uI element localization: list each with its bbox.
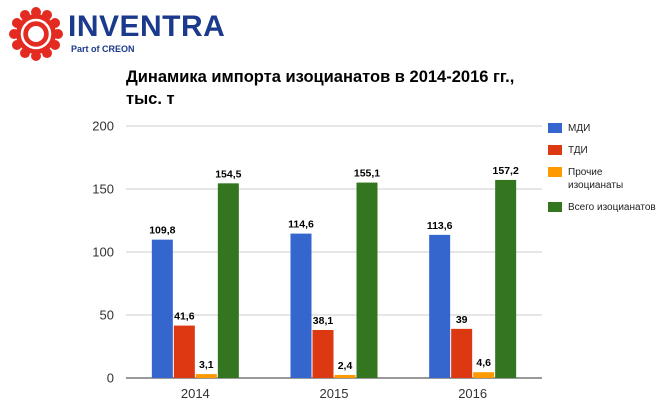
legend-label: МДИ [568, 123, 591, 134]
data-label: 4,6 [476, 357, 491, 369]
legend-label: ТДИ [568, 145, 588, 156]
logo-gear-tooth [20, 48, 30, 59]
bar [151, 239, 173, 378]
logo-gear-tooth [42, 48, 52, 59]
bar [312, 329, 334, 378]
logo-gear-tooth [42, 9, 52, 20]
bar [429, 234, 451, 378]
data-label: 113,6 [427, 220, 453, 232]
logo-gear-tooth [50, 18, 61, 28]
data-label: 2,4 [338, 360, 353, 372]
legend-item: Прочие изоцианаты [548, 166, 660, 192]
bar [290, 233, 312, 378]
bar [451, 328, 473, 378]
brand-name: INVENTRA [68, 10, 226, 43]
logo-gear-tooth [53, 29, 63, 39]
data-label: 114,6 [288, 219, 314, 231]
x-tick-label: 2016 [458, 386, 487, 401]
bar [334, 374, 356, 378]
x-tick-label: 2014 [181, 386, 210, 401]
legend-swatch [548, 202, 562, 212]
legend-swatch [548, 123, 562, 133]
bar [356, 182, 378, 378]
logo-gear-tooth [31, 7, 41, 17]
y-tick-label: 100 [92, 245, 114, 260]
chart-legend: МДИ ТДИ Прочие изоцианаты Всего изоцианатов [548, 122, 660, 223]
data-label: 154,5 [215, 168, 241, 180]
logo-hub [28, 26, 44, 42]
bar [217, 183, 239, 378]
bar [173, 325, 195, 378]
y-tick-label: 50 [100, 308, 114, 323]
legend-item: МДИ [548, 122, 660, 135]
legend-label: Прочие изоцианаты [568, 167, 624, 191]
chart-title: Динамика импорта изоцианатов в 2014-2016… [126, 68, 515, 108]
bar [473, 372, 495, 378]
logo-gear-tooth [11, 18, 22, 28]
legend-swatch [548, 167, 562, 177]
logo-gear-tooth [9, 29, 19, 39]
y-tick-label: 0 [107, 371, 114, 386]
legend-swatch [548, 145, 562, 155]
inventra-logo-icon [9, 7, 63, 61]
brand-tagline: Part of CREON [71, 44, 135, 54]
legend-label: Всего изоцианатов [568, 202, 656, 213]
data-label: 38,1 [313, 315, 334, 327]
logo-gear-tooth [11, 40, 22, 50]
x-tick-label: 2015 [320, 386, 349, 401]
data-label: 109,8 [149, 225, 175, 237]
data-label: 157,2 [493, 165, 519, 177]
logo-ring [20, 18, 52, 50]
legend-item: Всего изоцианатов [548, 201, 660, 214]
data-label: 39 [456, 314, 468, 326]
y-tick-label: 150 [92, 182, 114, 197]
data-label: 155,1 [354, 168, 380, 180]
logo-gear-tooth [50, 40, 61, 50]
logo-gear-tooth [20, 9, 30, 20]
bar [495, 179, 517, 378]
legend-item: ТДИ [548, 144, 660, 157]
brand-logo: INVENTRA Part of CREON [8, 6, 258, 62]
data-label: 41,6 [174, 311, 195, 323]
data-label: 3,1 [199, 359, 214, 371]
y-tick-label: 200 [92, 119, 114, 134]
logo-gear-tooth [31, 51, 41, 61]
bar [195, 374, 217, 378]
